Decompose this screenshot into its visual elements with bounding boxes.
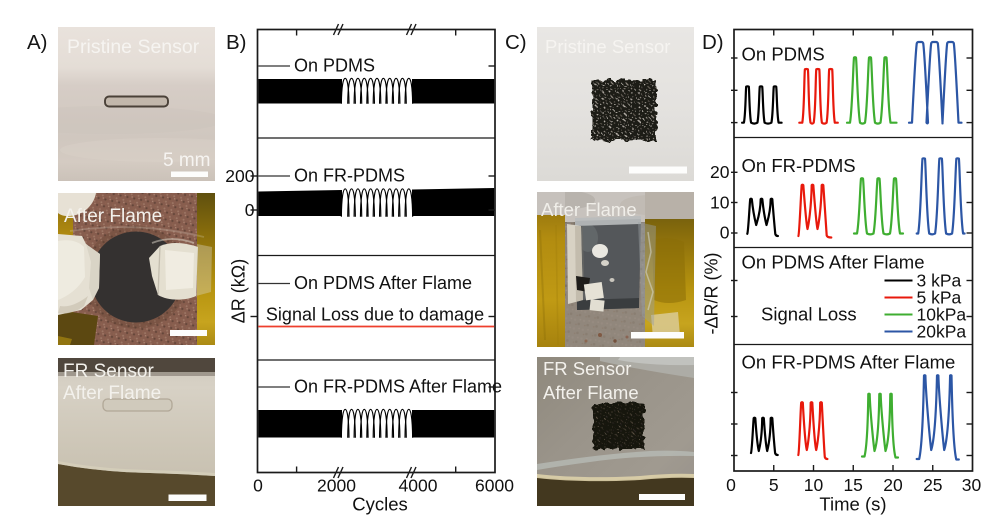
svg-text:10: 10 (710, 193, 730, 213)
svg-text:B): B) (226, 31, 247, 54)
svg-text:After Flame: After Flame (64, 206, 162, 227)
svg-text:A): A) (27, 31, 48, 54)
svg-text:4000: 4000 (399, 476, 438, 496)
svg-text:0: 0 (726, 475, 736, 495)
svg-text:Signal Loss: Signal Loss (761, 304, 857, 325)
svg-text:After Flame: After Flame (63, 383, 161, 404)
svg-text:25: 25 (923, 475, 942, 495)
svg-text:On FR-PDMS After Flame: On FR-PDMS After Flame (294, 377, 502, 397)
svg-text:FR Sensor: FR Sensor (543, 358, 631, 379)
svg-text:On FR-PDMS After Flame: On FR-PDMS After Flame (742, 352, 956, 373)
svg-text:2000: 2000 (317, 476, 356, 496)
svg-text:FR Sensor: FR Sensor (63, 361, 154, 382)
svg-text:0: 0 (245, 200, 255, 220)
svg-text:Cycles: Cycles (352, 494, 408, 515)
svg-text:6000: 6000 (475, 476, 514, 496)
svg-text:D): D) (702, 31, 724, 54)
svg-text:5: 5 (769, 475, 779, 495)
svg-text:20kPa: 20kPa (917, 322, 967, 342)
svg-text:After Flame: After Flame (541, 199, 637, 220)
svg-text:Signal Loss due to damage: Signal Loss due to damage (266, 305, 484, 325)
svg-text:200: 200 (225, 166, 254, 186)
svg-text:20: 20 (883, 475, 903, 495)
svg-text:Time (s): Time (s) (819, 494, 886, 515)
svg-text:C): C) (505, 31, 527, 54)
svg-text:20: 20 (710, 162, 730, 182)
svg-text:Pristine Sensor: Pristine Sensor (67, 36, 200, 58)
svg-text:On PDMS After Flame: On PDMS After Flame (742, 252, 925, 273)
svg-text:On PDMS: On PDMS (742, 44, 825, 65)
svg-text:On PDMS: On PDMS (294, 56, 375, 76)
svg-text:On PDMS After Flame: On PDMS After Flame (294, 273, 472, 293)
svg-text:0: 0 (720, 223, 730, 243)
svg-text:10kPa: 10kPa (917, 305, 967, 325)
svg-text:On FR-PDMS: On FR-PDMS (742, 155, 856, 176)
svg-text:3 kPa: 3 kPa (917, 271, 962, 291)
svg-text:Pristine Sensor: Pristine Sensor (545, 36, 670, 57)
svg-text:After Flame: After Flame (543, 382, 639, 403)
svg-text:5 kPa: 5 kPa (917, 288, 962, 308)
svg-text:15: 15 (843, 475, 862, 495)
svg-text:5 mm: 5 mm (163, 150, 211, 171)
svg-text:10: 10 (804, 475, 824, 495)
svg-text:0: 0 (253, 476, 263, 496)
svg-text:On FR-PDMS: On FR-PDMS (294, 166, 405, 186)
svg-text:ΔR (kΩ): ΔR (kΩ) (229, 259, 249, 323)
svg-text:30: 30 (962, 475, 982, 495)
svg-text:-ΔR/R (%): -ΔR/R (%) (702, 252, 722, 334)
